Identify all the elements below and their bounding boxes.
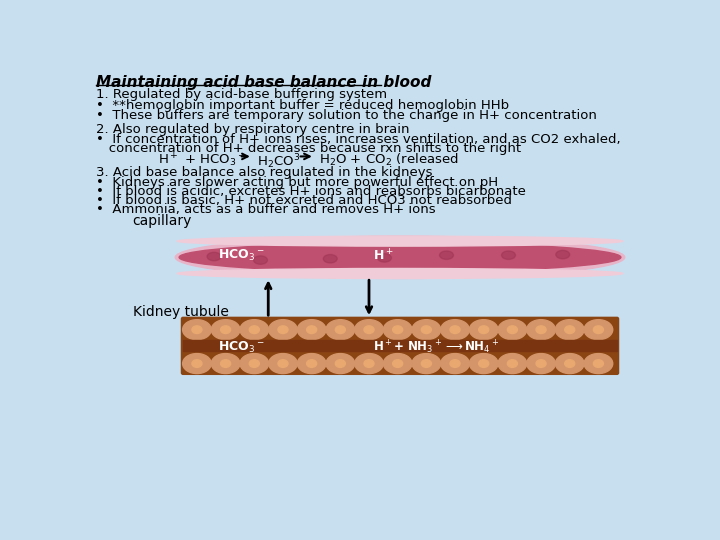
Ellipse shape — [421, 326, 431, 334]
Ellipse shape — [177, 268, 623, 279]
Ellipse shape — [177, 236, 623, 246]
Text: capillary: capillary — [132, 214, 192, 228]
Ellipse shape — [383, 320, 412, 340]
Ellipse shape — [450, 360, 460, 367]
Ellipse shape — [502, 251, 516, 259]
Text: H$_2$O + CO$_2$ (released: H$_2$O + CO$_2$ (released — [319, 152, 458, 168]
Ellipse shape — [336, 326, 346, 334]
Ellipse shape — [211, 320, 240, 340]
Text: concentration of H+ decreases because rxn shifts to the right: concentration of H+ decreases because rx… — [96, 142, 521, 155]
Text: •  If blood is basic, H+ not excreted and HCO3 not reabsorbed: • If blood is basic, H+ not excreted and… — [96, 194, 512, 207]
Ellipse shape — [412, 354, 441, 374]
Ellipse shape — [307, 326, 317, 334]
Ellipse shape — [207, 252, 221, 261]
Text: •  If blood is acidic, excretes H+ ions and reabsorbs bicarbonate: • If blood is acidic, excretes H+ ions a… — [96, 185, 526, 198]
Ellipse shape — [278, 360, 288, 367]
Ellipse shape — [564, 360, 575, 367]
Text: Kidney tubule: Kidney tubule — [132, 305, 228, 319]
Ellipse shape — [192, 326, 202, 334]
Ellipse shape — [479, 326, 489, 334]
Text: H$^+$ + HCO$_3$$^-$: H$^+$ + HCO$_3$$^-$ — [158, 152, 246, 169]
Ellipse shape — [249, 360, 259, 367]
Ellipse shape — [220, 360, 230, 367]
Ellipse shape — [326, 320, 355, 340]
Text: •  **hemoglobin important buffer = reduced hemoglobin HHb: • **hemoglobin important buffer = reduce… — [96, 99, 509, 112]
Ellipse shape — [584, 354, 613, 374]
Ellipse shape — [364, 360, 374, 367]
Text: •  If concentration of H+ ions rises, increases ventilation, and as CO2 exhaled,: • If concentration of H+ ions rises, inc… — [96, 132, 621, 146]
Text: •  Kidneys are slower acting but more powerful effect on pH: • Kidneys are slower acting but more pow… — [96, 176, 498, 188]
Text: H$_2$CO$^3$: H$_2$CO$^3$ — [256, 152, 300, 171]
Ellipse shape — [556, 251, 570, 259]
Ellipse shape — [527, 354, 555, 374]
Ellipse shape — [253, 256, 267, 264]
Ellipse shape — [269, 354, 297, 374]
Ellipse shape — [326, 354, 355, 374]
Ellipse shape — [183, 320, 211, 340]
Ellipse shape — [564, 326, 575, 334]
Ellipse shape — [450, 326, 460, 334]
Ellipse shape — [441, 320, 469, 340]
Text: Maintaining acid base balance in blood: Maintaining acid base balance in blood — [96, 75, 431, 90]
Ellipse shape — [584, 320, 613, 340]
Ellipse shape — [211, 354, 240, 374]
Ellipse shape — [479, 360, 489, 367]
Ellipse shape — [269, 320, 297, 340]
Ellipse shape — [508, 326, 518, 334]
Text: 2. Also regulated by respiratory centre in brain: 2. Also regulated by respiratory centre … — [96, 123, 410, 136]
Ellipse shape — [175, 236, 625, 279]
Ellipse shape — [377, 254, 392, 262]
Text: •  Ammonia, acts as a buffer and removes H+ ions: • Ammonia, acts as a buffer and removes … — [96, 204, 436, 217]
Ellipse shape — [412, 320, 441, 340]
Ellipse shape — [183, 354, 211, 374]
Ellipse shape — [555, 320, 584, 340]
FancyBboxPatch shape — [181, 318, 618, 374]
Text: HCO$_3$$^-$: HCO$_3$$^-$ — [218, 248, 264, 264]
Ellipse shape — [240, 320, 269, 340]
Bar — [183, 340, 617, 351]
Ellipse shape — [593, 326, 603, 334]
Ellipse shape — [498, 320, 527, 340]
Ellipse shape — [469, 320, 498, 340]
Ellipse shape — [240, 354, 269, 374]
Text: H$^+$+ NH$_3$$^+$$\longrightarrow$NH$_4$$^+$: H$^+$+ NH$_3$$^+$$\longrightarrow$NH$_4$… — [373, 339, 499, 356]
Ellipse shape — [392, 326, 402, 334]
Ellipse shape — [555, 354, 584, 374]
Ellipse shape — [220, 326, 230, 334]
Text: 1. Regulated by acid-base buffering system: 1. Regulated by acid-base buffering syst… — [96, 88, 387, 101]
Ellipse shape — [441, 354, 469, 374]
Ellipse shape — [392, 360, 402, 367]
Ellipse shape — [439, 251, 454, 259]
Ellipse shape — [249, 326, 259, 334]
Ellipse shape — [498, 354, 527, 374]
Ellipse shape — [364, 326, 374, 334]
Ellipse shape — [192, 360, 202, 367]
Ellipse shape — [297, 354, 326, 374]
Ellipse shape — [297, 320, 326, 340]
Ellipse shape — [383, 354, 412, 374]
Ellipse shape — [527, 320, 555, 340]
Ellipse shape — [536, 360, 546, 367]
Text: H$^+$: H$^+$ — [373, 248, 394, 264]
Ellipse shape — [278, 326, 288, 334]
Ellipse shape — [336, 360, 346, 367]
Ellipse shape — [593, 360, 603, 367]
Text: •  These buffers are temporary solution to the change in H+ concentration: • These buffers are temporary solution t… — [96, 109, 597, 122]
Ellipse shape — [323, 254, 337, 263]
Ellipse shape — [179, 242, 621, 272]
Ellipse shape — [307, 360, 317, 367]
Ellipse shape — [508, 360, 518, 367]
Text: HCO$_3$$^-$: HCO$_3$$^-$ — [218, 340, 264, 355]
Ellipse shape — [469, 354, 498, 374]
Ellipse shape — [355, 354, 383, 374]
Ellipse shape — [355, 320, 383, 340]
Ellipse shape — [421, 360, 431, 367]
Ellipse shape — [536, 326, 546, 334]
Text: 3. Acid base balance also regulated in the kidneys: 3. Acid base balance also regulated in t… — [96, 166, 433, 179]
